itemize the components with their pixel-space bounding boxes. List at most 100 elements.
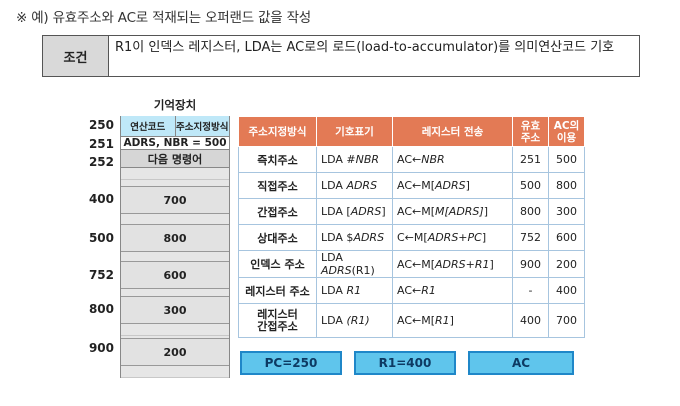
notation-part: NBR <box>355 153 380 166</box>
notation-part: LDA <box>321 251 343 264</box>
register-transfer-cell: AC←NBR <box>392 146 513 173</box>
transfer-part: ADRS+R1 <box>435 257 490 271</box>
r1-register-box: R1=400 <box>354 351 456 375</box>
memory-blank <box>121 324 229 336</box>
notation-part: LDA <box>321 179 347 192</box>
header-notation: 기호표기 <box>316 116 393 147</box>
transfer-part: AC← <box>397 284 422 297</box>
notation-cell: LDA ADRS <box>316 172 393 199</box>
effective-address-cell: 752 <box>512 224 549 251</box>
register-transfer-cell: C←M[ADRS+PC] <box>392 224 513 251</box>
address-label: 250 <box>88 118 114 132</box>
ac-register-box: AC <box>468 351 574 375</box>
memory-title: 기억장치 <box>153 98 197 112</box>
transfer-part: R1 <box>421 284 436 297</box>
address-label: 500 <box>88 231 114 245</box>
memory-blank <box>121 366 229 378</box>
notation-part: (R1) <box>346 314 370 327</box>
transfer-part: AC←M[ <box>397 257 436 271</box>
pc-register-box: PC=250 <box>240 351 342 375</box>
effective-address-cell: 900 <box>512 250 549 278</box>
transfer-part: AC←M[ <box>397 179 436 192</box>
table-row: 상대주소 LDA $ADRS C←M[ADRS+PC] 752 600 <box>238 224 585 251</box>
address-label: 251 <box>88 137 114 151</box>
memory-cell-400: 700 <box>121 186 229 214</box>
memory-cell-900: 200 <box>121 338 229 366</box>
header-register-transfer: 레지스터 전송 <box>392 116 513 147</box>
transfer-part: ADRS <box>435 179 466 192</box>
memory-cell-252: 다음 명령어 <box>121 150 229 168</box>
address-label: 900 <box>88 341 114 355</box>
transfer-part: ] <box>481 231 487 244</box>
transfer-part: C←M[ <box>397 231 428 244</box>
effective-address-cell: 800 <box>512 198 549 225</box>
addressing-mode-name: 즉치주소 <box>238 146 317 173</box>
transfer-part: ] <box>465 179 470 192</box>
notation-cell: LDA R1 <box>316 277 393 304</box>
notation-cell: LDA ADRS(R1) <box>316 250 393 278</box>
addressing-mode-name: 레지스터 간접주소 <box>238 303 317 338</box>
addressing-mode-name: 레지스터 주소 <box>238 277 317 304</box>
transfer-part: ] <box>483 205 489 218</box>
header-effective-address: 유효 주소 <box>512 116 549 147</box>
memory-cell-800: 300 <box>121 296 229 324</box>
addressing-mode-name: 인덱스 주소 <box>238 250 317 278</box>
ac-value-cell: 800 <box>548 172 585 199</box>
notation-part: LDA $ <box>321 231 354 244</box>
ac-value-cell: 300 <box>548 198 585 225</box>
transfer-part: ADRS+PC <box>427 231 482 244</box>
notation-part: ADRS <box>346 179 378 192</box>
notation-part: LDA # <box>321 153 356 166</box>
ac-value-cell: 600 <box>548 224 585 251</box>
page-heading: ※ 예) 유효주소와 AC로 적재되는 오퍼랜드 값을 작성 <box>16 10 312 26</box>
memory-cell-500: 800 <box>121 224 229 252</box>
ac-value-cell: 200 <box>548 250 585 278</box>
header-ac-value: AC의 이용 <box>548 116 585 147</box>
table-header-row: 주소지정방식 기호표기 레지스터 전송 유효 주소 AC의 이용 <box>238 116 585 147</box>
notation-part: LDA <box>321 284 347 297</box>
memory-cell-251: ADRS, NBR = 500 <box>121 136 229 150</box>
register-transfer-cell: AC←M[ADRS+R1] <box>392 250 513 278</box>
address-label: 252 <box>88 155 114 169</box>
effective-address-cell: 500 <box>512 172 549 199</box>
address-label: 400 <box>88 192 114 206</box>
transfer-part: ] <box>449 314 454 327</box>
memory-blank <box>121 168 229 180</box>
transfer-part: NBR <box>421 153 445 166</box>
condition-label: 조건 <box>43 36 109 76</box>
register-transfer-cell: AC←M[R1] <box>392 303 513 338</box>
notation-part: (R1) <box>351 264 375 277</box>
transfer-part: AC←M[ <box>397 314 436 327</box>
memory-header: 연산코드 주소지정방식 <box>121 116 229 136</box>
notation-part: LDA <box>321 314 347 327</box>
effective-address-cell: 400 <box>512 303 549 338</box>
condition-box: 조건 R1이 인덱스 레지스터, LDA는 AC로의 로드(load-to-ac… <box>42 35 640 77</box>
ac-value-cell: 500 <box>548 146 585 173</box>
notation-cell: LDA (R1) <box>316 303 393 338</box>
addressing-mode-table: 주소지정방식 기호표기 레지스터 전송 유효 주소 AC의 이용 즉치주소 LDA… <box>238 116 585 338</box>
notation-cell: LDA #NBR <box>316 146 393 173</box>
table-row: 즉치주소 LDA #NBR AC←NBR 251 500 <box>238 146 585 173</box>
notation-part: ADRS <box>321 264 352 277</box>
effective-address-cell: - <box>512 277 549 304</box>
register-transfer-cell: AC←R1 <box>392 277 513 304</box>
notation-cell: LDA [ADRS] <box>316 198 393 225</box>
addressing-mode-name: 상대주소 <box>238 224 317 251</box>
transfer-part: R1 <box>435 314 450 327</box>
notation-part: R1 <box>346 284 362 297</box>
transfer-part: AC←M[ <box>397 205 436 218</box>
notation-part: ADRS <box>353 231 385 244</box>
table-row: 레지스터 주소 LDA R1 AC←R1-400 <box>238 277 585 304</box>
ac-value-cell: 400 <box>548 277 585 304</box>
table-row: 레지스터 간접주소 LDA (R1) AC←M[R1] 400 700 <box>238 303 585 338</box>
transfer-part: AC← <box>397 153 422 166</box>
notation-part: ADRS <box>350 205 382 218</box>
header-addressing-mode: 주소지정방식 <box>238 116 317 147</box>
address-label: 752 <box>88 268 114 282</box>
notation-part: ] <box>381 205 386 218</box>
memory-cell-752: 600 <box>121 261 229 289</box>
table-row: 직접주소 LDA ADRS AC←M[ADRS] 500 800 <box>238 172 585 199</box>
effective-address-cell: 251 <box>512 146 549 173</box>
register-transfer-cell: AC←M[ADRS] <box>392 172 513 199</box>
memory-diagram: 연산코드 주소지정방식 ADRS, NBR = 500 다음 명령어 700 8… <box>120 116 230 378</box>
